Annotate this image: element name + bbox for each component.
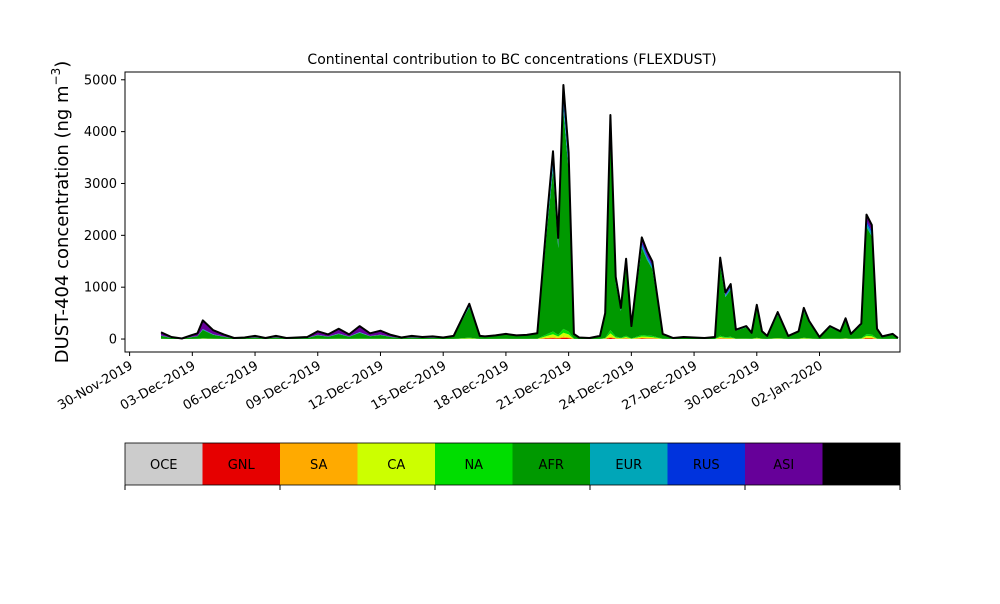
colorbar-swatch-oce [125, 443, 203, 485]
legend-label-sa: SA [310, 458, 327, 473]
legend-label-asi: ASI [773, 458, 794, 473]
legend-label-eur: EUR [615, 458, 642, 473]
area-asi [161, 85, 898, 339]
colorbar-swatch-ca [357, 443, 435, 485]
legend-label-na: NA [464, 458, 483, 473]
y-tick-label: 4000 [84, 125, 117, 140]
legend-label-rus: RUS [693, 458, 720, 473]
legend-label-afr: AFR [539, 458, 564, 473]
colorbar-swatch-rus [667, 443, 745, 485]
x-tick-label: 02-Jan-2020 [749, 358, 826, 411]
axes: 01000200030004000500030-Nov-201903-Dec-2… [55, 71, 901, 414]
total-line [160, 84, 899, 340]
y-tick-label: 2000 [84, 229, 117, 244]
legend-colorbar: OCE GNL SA CA NA AFR EUR RUS ASI AUS [124, 442, 901, 490]
colorbar-swatch-aus [822, 443, 900, 485]
colorbar-swatch-sa [280, 443, 358, 485]
colorbar-swatch-eur [590, 443, 668, 485]
y-axis-label-text: DUST-404 concentration (ng m [52, 85, 73, 363]
area-afr [161, 110, 898, 340]
colorbar-frame [124, 442, 901, 486]
colorbar-swatch-na [435, 443, 513, 485]
chart-title: Continental contribution to BC concentra… [307, 52, 716, 68]
legend-label-gnl: GNL [228, 458, 256, 473]
y-axis-label-unit-exponent: −3 [49, 68, 63, 86]
y-tick-label: 5000 [84, 73, 117, 88]
colorbar-swatch-asi [745, 443, 823, 485]
y-tick-label: 0 [109, 333, 117, 348]
y-axis-label: DUST-404 concentration (ng m−3) [49, 61, 73, 364]
plot-frame [124, 71, 901, 353]
colorbar-swatch-gnl [202, 443, 280, 485]
stacked-areas [160, 84, 899, 340]
legend-label-aus: AUS [848, 458, 875, 473]
area-rus [161, 97, 898, 339]
y-axis-label-close: ) [52, 61, 73, 68]
area-eur [161, 102, 898, 339]
legend-label-ca: CA [387, 458, 405, 473]
legend-label-oce: OCE [150, 458, 178, 473]
colorbar-swatch-afr [512, 443, 590, 485]
y-tick-label: 1000 [84, 281, 117, 296]
y-tick-label: 3000 [84, 177, 117, 192]
area-aus [161, 85, 898, 339]
